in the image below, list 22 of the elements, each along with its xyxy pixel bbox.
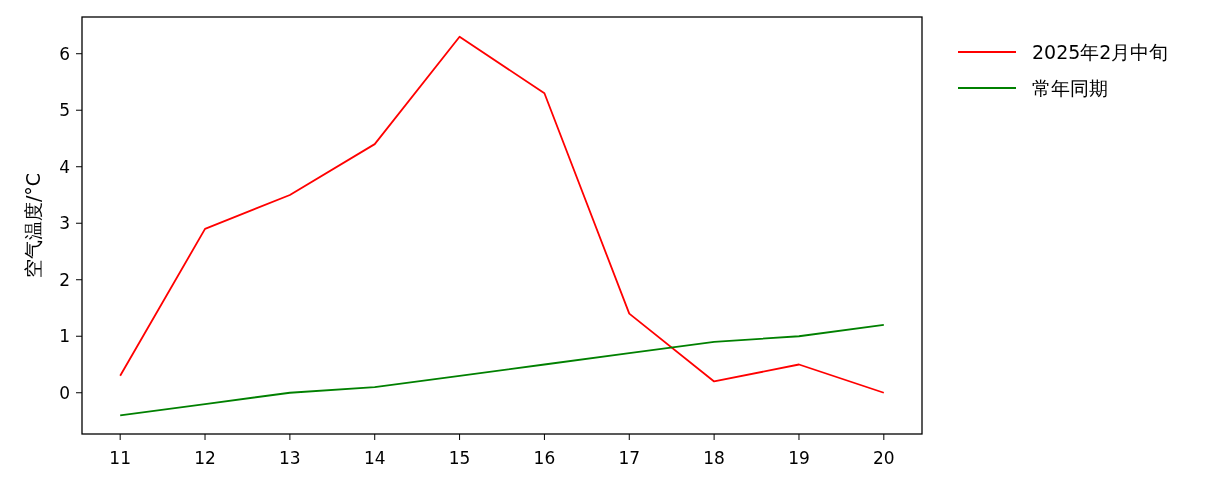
x-tick-label: 19 xyxy=(788,448,810,468)
y-tick-label: 3 xyxy=(59,213,70,234)
legend-label: 2025年2月中旬 xyxy=(1032,41,1169,63)
y-tick-label: 6 xyxy=(59,43,70,64)
y-tick-label: 2 xyxy=(59,269,70,290)
x-tick-label: 20 xyxy=(873,448,895,468)
x-tick-label: 14 xyxy=(363,448,386,468)
line-series xyxy=(119,35,885,394)
legend-label: 常年同期 xyxy=(1032,77,1108,99)
x-tick-label: 12 xyxy=(194,448,216,468)
x-tick-label: 18 xyxy=(703,448,725,468)
y-tick-label: 1 xyxy=(59,326,70,347)
line-series xyxy=(119,324,885,417)
x-tick-label: 13 xyxy=(279,448,301,468)
y-tick-label: 4 xyxy=(59,156,70,177)
y-tick-label: 0 xyxy=(59,382,70,403)
x-tick-label: 17 xyxy=(618,448,641,468)
x-tick-label: 16 xyxy=(533,448,556,468)
x-tick-label: 15 xyxy=(448,448,471,468)
y-axis-title: 空气温度/°C xyxy=(22,172,44,279)
x-tick-label: 11 xyxy=(109,448,131,468)
y-tick-label: 5 xyxy=(59,100,70,121)
